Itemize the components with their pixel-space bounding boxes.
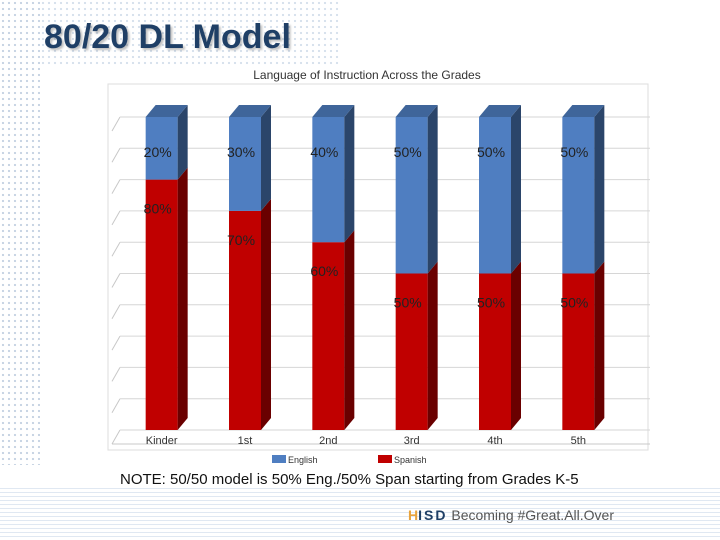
bar-top-4 [479, 105, 521, 117]
bar-spanish-0 [145, 179, 178, 430]
tick-label-1: 1st [238, 435, 253, 447]
data-label-english-4: 50% [477, 144, 505, 160]
bar-side-english-1 [261, 105, 271, 211]
bar-side-english-0 [177, 105, 188, 180]
bar-spanish-5 [562, 273, 595, 430]
bar-side-spanish-2 [344, 230, 355, 430]
data-label-spanish-5: 50% [560, 295, 588, 311]
gridline-side [111, 116, 121, 132]
legend-label-english: English [288, 455, 318, 465]
bar-spanish-1 [229, 210, 261, 430]
tick-label-2: 2nd [319, 435, 337, 447]
footer-logo-h: H [408, 507, 419, 523]
slide-title: 80/20 DL Model [44, 18, 291, 56]
data-label-spanish-3: 50% [394, 295, 422, 311]
tick-label-0: Kinder [146, 435, 178, 447]
tick-label-5: 5th [571, 435, 586, 447]
bar-english-0 [145, 117, 178, 180]
bar-top-1 [229, 105, 271, 117]
bar-english-3 [395, 117, 428, 274]
bar-top-3 [395, 105, 438, 117]
bar-english-2 [312, 117, 345, 243]
data-label-spanish-1: 70% [227, 232, 255, 248]
chart-svg: Language of Instruction Across the Grade… [107, 68, 650, 465]
bar-side-spanish-1 [261, 198, 271, 430]
footer-band [0, 488, 720, 540]
bar-english-5 [562, 117, 595, 274]
data-label-english-5: 50% [560, 144, 588, 160]
data-label-spanish-0: 80% [144, 201, 172, 217]
gridline-side [111, 241, 121, 257]
data-label-spanish-4: 50% [477, 295, 505, 311]
footer-tagline: Becoming #Great.All.Over [451, 507, 614, 523]
gridline-side [111, 367, 121, 382]
bar-side-spanish-4 [511, 261, 521, 430]
data-label-spanish-2: 60% [310, 263, 338, 279]
bar-english-1 [229, 117, 261, 211]
bar-top-0 [145, 105, 188, 117]
data-label-english-3: 50% [394, 144, 422, 160]
bar-top-5 [562, 105, 605, 117]
bar-spanish-2 [312, 242, 345, 430]
background-dot-pattern-top [40, 0, 340, 66]
data-label-english-1: 30% [227, 144, 255, 160]
tick-label-3: 3rd [404, 435, 420, 447]
bar-side-spanish-3 [427, 261, 438, 430]
bar-spanish-4 [479, 273, 511, 430]
gridline-side [111, 335, 121, 351]
data-label-english-2: 40% [310, 144, 338, 160]
bar-english-4 [479, 117, 511, 274]
note-text: NOTE: 50/50 model is 50% Eng./50% Span s… [120, 471, 579, 488]
footer-logo-isd: ISD [418, 507, 448, 523]
bar-side-spanish-5 [594, 261, 605, 430]
bar-side-spanish-0 [177, 167, 188, 430]
bar-side-english-3 [427, 105, 438, 274]
data-label-english-0: 20% [144, 144, 172, 160]
gridline-side [111, 273, 121, 288]
bar-side-english-5 [594, 105, 605, 274]
background-dot-pattern [0, 0, 40, 465]
footer-brand: HISD Becoming #Great.All.Over [408, 507, 614, 523]
gridline-side [111, 304, 121, 320]
chart-frame [107, 83, 649, 451]
legend-label-spanish: Spanish [394, 455, 427, 465]
bar-side-english-2 [344, 105, 355, 243]
bar-top-2 [312, 105, 355, 117]
legend-swatch-english [272, 455, 286, 463]
chart-title: Language of Instruction Across the Grade… [253, 68, 480, 82]
tick-label-4: 4th [487, 435, 502, 447]
legend-swatch-spanish [378, 455, 392, 463]
bar-spanish-3 [395, 273, 428, 430]
bar-side-english-4 [511, 105, 521, 274]
gridline-side [111, 179, 121, 194]
gridline-side [111, 148, 121, 163]
gridline-side [111, 398, 121, 413]
gridline-side [111, 210, 121, 226]
gridline-side [111, 429, 121, 445]
